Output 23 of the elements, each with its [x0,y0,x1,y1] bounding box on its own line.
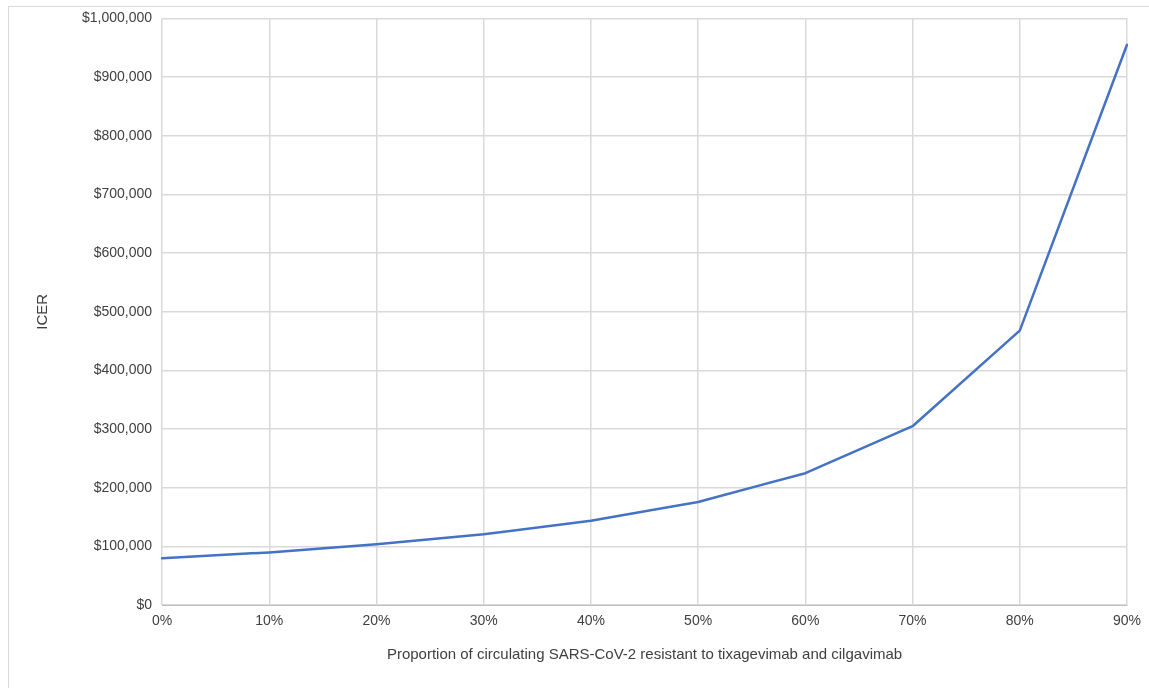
y-tick-label: $500,000 [93,302,153,319]
x-tick-label: 40% [576,612,605,629]
y-tick-label: $400,000 [93,361,153,378]
y-tick-label: $700,000 [93,185,153,202]
y-tick-label: $800,000 [93,126,153,143]
x-tick-label: 50% [684,612,713,629]
y-axis-title: ICER [33,293,51,330]
x-tick-label: 0% [151,612,173,629]
y-tick-label: $1,000,000 [81,9,153,26]
x-tick-label: 10% [255,612,284,629]
x-tick-label: 60% [791,612,820,629]
y-tick-label: $300,000 [93,420,153,437]
y-tick-label: $100,000 [93,537,153,554]
y-tick-label: $900,000 [93,67,153,84]
y-tick-label: $200,000 [93,478,153,495]
y-tick-label: $0 [136,596,153,613]
y-tick-label: $600,000 [93,243,153,260]
x-axis-title: Proportion of circulating SARS-CoV-2 resistant to tixagevimab and cilgavimab [386,645,903,663]
x-tick-label: 70% [898,612,927,629]
x-tick-label: 90% [1112,612,1142,629]
x-tick-label: 30% [469,612,498,629]
x-tick-label: 20% [362,612,391,629]
x-tick-label: 80% [1005,612,1034,629]
